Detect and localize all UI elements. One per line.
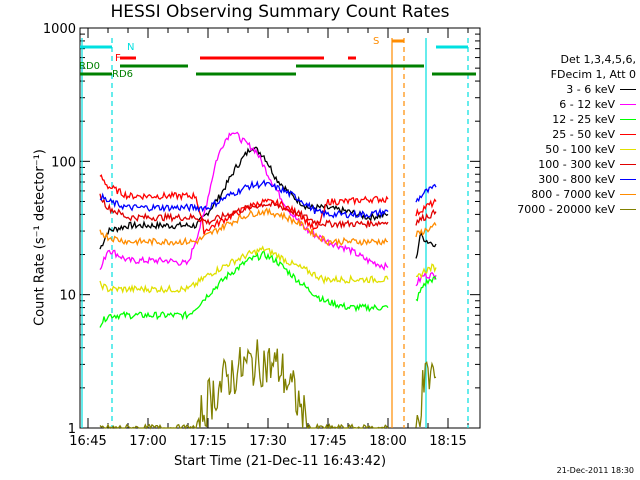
legend-entry-label: 6 - 12 keV <box>559 98 615 111</box>
series-line <box>415 221 437 238</box>
legend-entry: 25 - 50 keV <box>486 127 636 142</box>
legend-swatch <box>620 164 636 165</box>
legend-entry: 300 - 800 keV <box>486 172 636 187</box>
series-line <box>99 131 389 272</box>
y-tick-label: 10 <box>59 289 76 304</box>
x-tick-label: 18:15 <box>429 434 466 449</box>
legend-swatch <box>620 179 636 180</box>
series-line <box>99 174 389 235</box>
series-line <box>415 263 437 279</box>
flag-label-f: F <box>115 53 121 64</box>
legend-swatch <box>620 104 636 105</box>
legend-swatch <box>620 209 636 210</box>
legend-entry-label: 25 - 50 keV <box>552 128 615 141</box>
legend-header-line-1: Det 1,3,4,5,6, <box>560 53 636 66</box>
plot-frame <box>79 27 481 429</box>
legend-entry-label: 12 - 25 keV <box>552 113 615 126</box>
series-line <box>415 275 437 302</box>
series-line <box>99 339 389 430</box>
series-line <box>415 208 437 226</box>
flag-label-rd6: RD6 <box>112 69 133 80</box>
y-tick-label: 1 <box>68 422 76 437</box>
legend-entry: 6 - 12 keV <box>486 97 636 112</box>
series-line <box>99 179 389 219</box>
series-line <box>99 146 389 250</box>
legend-entry-label: 7000 - 20000 keV <box>517 203 615 216</box>
legend-entry-label: 100 - 300 keV <box>538 158 615 171</box>
x-tick-label: 16:45 <box>69 434 106 449</box>
y-axis-label: Count Rate (s⁻¹ detector⁻¹) <box>32 149 48 326</box>
y-tick-label: 100 <box>51 155 76 170</box>
legend: Det 1,3,4,5,6, FDecim 1, Att 0 3 - 6 keV… <box>486 52 636 217</box>
x-tick-label: 17:15 <box>189 434 226 449</box>
series-line <box>99 207 389 248</box>
x-tick-label: 18:00 <box>369 434 406 449</box>
flag-label-rd0: RD0 <box>79 61 100 72</box>
legend-entry: 12 - 25 keV <box>486 112 636 127</box>
legend-swatch <box>620 194 636 195</box>
x-axis-label: Start Time (21-Dec-11 16:43:42) <box>173 454 387 469</box>
legend-swatch <box>620 134 636 135</box>
series-line <box>415 361 437 428</box>
series-line <box>99 193 389 230</box>
timestamp: 21-Dec-2011 18:30 <box>556 466 634 475</box>
series-line <box>99 250 389 328</box>
y-tick-label: 1000 <box>43 22 76 37</box>
legend-entry: 100 - 300 keV <box>486 157 636 172</box>
legend-entry: 3 - 6 keV <box>486 82 636 97</box>
flag-label-s: S <box>373 36 379 47</box>
flag-label-n: N <box>127 42 134 53</box>
legend-entry: 50 - 100 keV <box>486 142 636 157</box>
x-tick-label: 17:30 <box>249 434 286 449</box>
series-line <box>99 245 389 294</box>
legend-swatch <box>620 89 636 90</box>
x-tick-label: 17:00 <box>129 434 166 449</box>
series-line <box>415 232 437 259</box>
legend-swatch <box>620 149 636 150</box>
legend-entry-label: 300 - 800 keV <box>538 173 615 186</box>
x-tick-label: 17:45 <box>309 434 346 449</box>
series-line <box>415 183 437 203</box>
chart-title: HESSI Observing Summary Count Rates <box>110 2 450 22</box>
series-line <box>415 270 437 287</box>
legend-header-line-2: FDecim 1, Att 0 <box>550 68 636 81</box>
legend-entry-label: 50 - 100 keV <box>545 143 615 156</box>
series-line <box>415 198 437 217</box>
legend-entry: 800 - 7000 keV <box>486 187 636 202</box>
legend-entry: 7000 - 20000 keV <box>486 202 636 217</box>
legend-entries: 3 - 6 keV 6 - 12 keV 12 - 25 keV 25 - 50 ke… <box>486 82 636 217</box>
legend-swatch <box>620 119 636 120</box>
legend-entry-label: 800 - 7000 keV <box>531 188 615 201</box>
legend-entry-label: 3 - 6 keV <box>566 83 615 96</box>
